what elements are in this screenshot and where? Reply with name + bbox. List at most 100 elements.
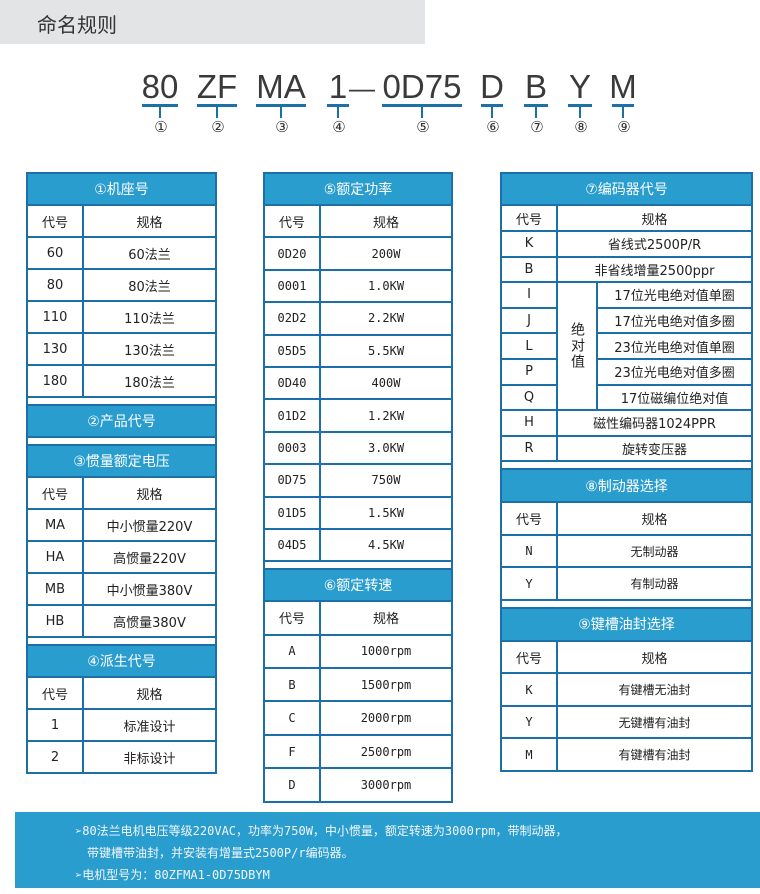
code-cell: 0001 [265,270,319,302]
code-cell: R [502,436,556,461]
model-part: Y [568,68,592,105]
table-gap [28,638,215,644]
spec-cell: 2500rpm [321,735,451,768]
model-part-number: ⑧ [574,118,588,136]
spec-cell: 标准设计 [84,710,215,740]
code-cell: 1 [28,710,82,740]
spec-cell: 规格 [84,678,215,708]
table-row: 60 60法兰 [28,238,215,268]
spec-cell: 3000rpm [321,769,451,801]
code-cell: Y [502,568,556,599]
table-row: Y 无键槽有油封 [502,706,751,738]
table-row: 110 110法兰 [28,302,215,332]
code-cell: 04D5 [265,529,319,561]
example-line-1: ➢80法兰电机电压等级220VAC，功率为750W，中小惯量，额定转速为3000… [75,824,568,838]
table-row: 1 标准设计 [28,710,215,740]
code-cell: 0D75 [265,465,319,496]
table-gap [502,600,751,607]
spec-cell: 规格 [84,478,215,508]
code-cell: 05D5 [265,335,319,366]
spec-cell: 规格 [321,602,451,634]
code-cell: 代号 [28,678,82,708]
table-row: 130 130法兰 [28,334,215,364]
table-row: 80 80法兰 [28,270,215,300]
spec-cell: 2000rpm [321,702,451,734]
spec-cell: 规格 [558,641,751,673]
spec-cell: 23位光电绝对值单圈 [598,334,751,358]
table-row: HA 高惯量220V [28,542,215,572]
model-part-connector [579,105,581,118]
model-part-number: ① [154,118,168,136]
spec-cell: 1000rpm [321,635,451,668]
example-banner: ➢80法兰电机电压等级220VAC，功率为750W，中小惯量，额定转速为3000… [15,812,760,888]
table-row: 04D5 4.5KW [265,529,451,561]
spec-cell: 无制动器 [558,535,751,567]
spec-cell: 规格 [84,206,215,236]
table-row: H 磁性编码器1024PPR [502,411,751,435]
code-cell: 代号 [502,206,556,230]
code-cell: I [502,283,556,307]
model-part-number: ⑤ [416,118,430,136]
code-cell: 2 [28,742,82,772]
code-cell: HA [28,542,82,572]
table-title: ④派生代号 [28,646,215,676]
code-cell: N [502,535,556,567]
model-part: 1 [328,68,348,105]
spec-cell: 180法兰 [84,366,215,396]
code-cell: 0D20 [265,238,319,269]
spec-cell: 高惯量220V [84,542,215,572]
model-part: M [609,68,637,105]
spec-cell: 无键槽有油封 [558,706,751,738]
table-gap [502,462,751,469]
code-cell: C [265,702,319,734]
spec-cell: 非标设计 [84,742,215,772]
model-part-connector [216,105,218,118]
table-row: A 1000rpm [265,635,451,668]
table-gap [265,562,451,569]
code-cell: J [502,308,556,333]
spec-cell: 3.0KW [321,432,451,464]
spec-cell: 规格 [558,206,751,230]
table-row: F 2500rpm [265,735,451,768]
table-title: ⑤额定功率 [265,174,451,204]
table-row: D 3000rpm [265,769,451,801]
code-cell: 01D2 [265,400,319,431]
table-title: ⑧制动器选择 [502,470,751,502]
spec-cell: 1500rpm [321,669,451,701]
table-row: B 非省线增量2500ppr [502,257,751,282]
table-title: ②产品代号 [28,406,215,436]
code-cell: Y [502,706,556,738]
table-row: N 无制动器 [502,535,751,567]
spec-cell: 2.2KW [321,303,451,334]
table-header-row: 代号 规格 [265,206,451,237]
code-cell: 80 [28,270,82,300]
code-cell: K [502,674,556,705]
spec-cell: 130法兰 [84,334,215,364]
table-row: Y 有制动器 [502,568,751,599]
model-part-connector [280,105,282,118]
spec-cell: 4.5KW [321,529,451,561]
spec-cell: 省线式2500P/R [558,232,751,256]
model-part-number: ⑥ [486,118,500,136]
model-part-connector [491,105,493,118]
code-cell: P [502,359,556,384]
model-part-number: ⑦ [530,118,544,136]
model-dash: — [349,73,375,103]
table-row: 0003 3.0KW [265,432,451,464]
code-cell: HB [28,606,82,636]
spec-cell: 高惯量380V [84,606,215,636]
spec-table: ⑦编码器代号 代号 规格 K 省线式2500P/R B 非省线增量2500ppr I J L P Q 绝… [500,172,753,772]
model-part-number: ③ [275,118,289,136]
spec-cell: 非省线增量2500ppr [558,257,751,282]
table-row: 180 180法兰 [28,366,215,396]
code-cell: Q [502,385,556,410]
code-cell: F [265,735,319,768]
code-cell: M [502,739,556,770]
abs-group-label: 绝对值 [558,283,596,410]
table-row: 0D75 750W [265,465,451,496]
code-cell: 60 [28,238,82,268]
spec-cell: 有制动器 [558,568,751,599]
spec-cell: 23位光电绝对值多圈 [598,359,751,384]
spec-cell: 中小惯量380V [84,574,215,604]
abs-spec-column: 17位光电绝对值单圈 17位光电绝对值多圈 23位光电绝对值单圈 23位光电绝对值多圈… [598,283,751,410]
